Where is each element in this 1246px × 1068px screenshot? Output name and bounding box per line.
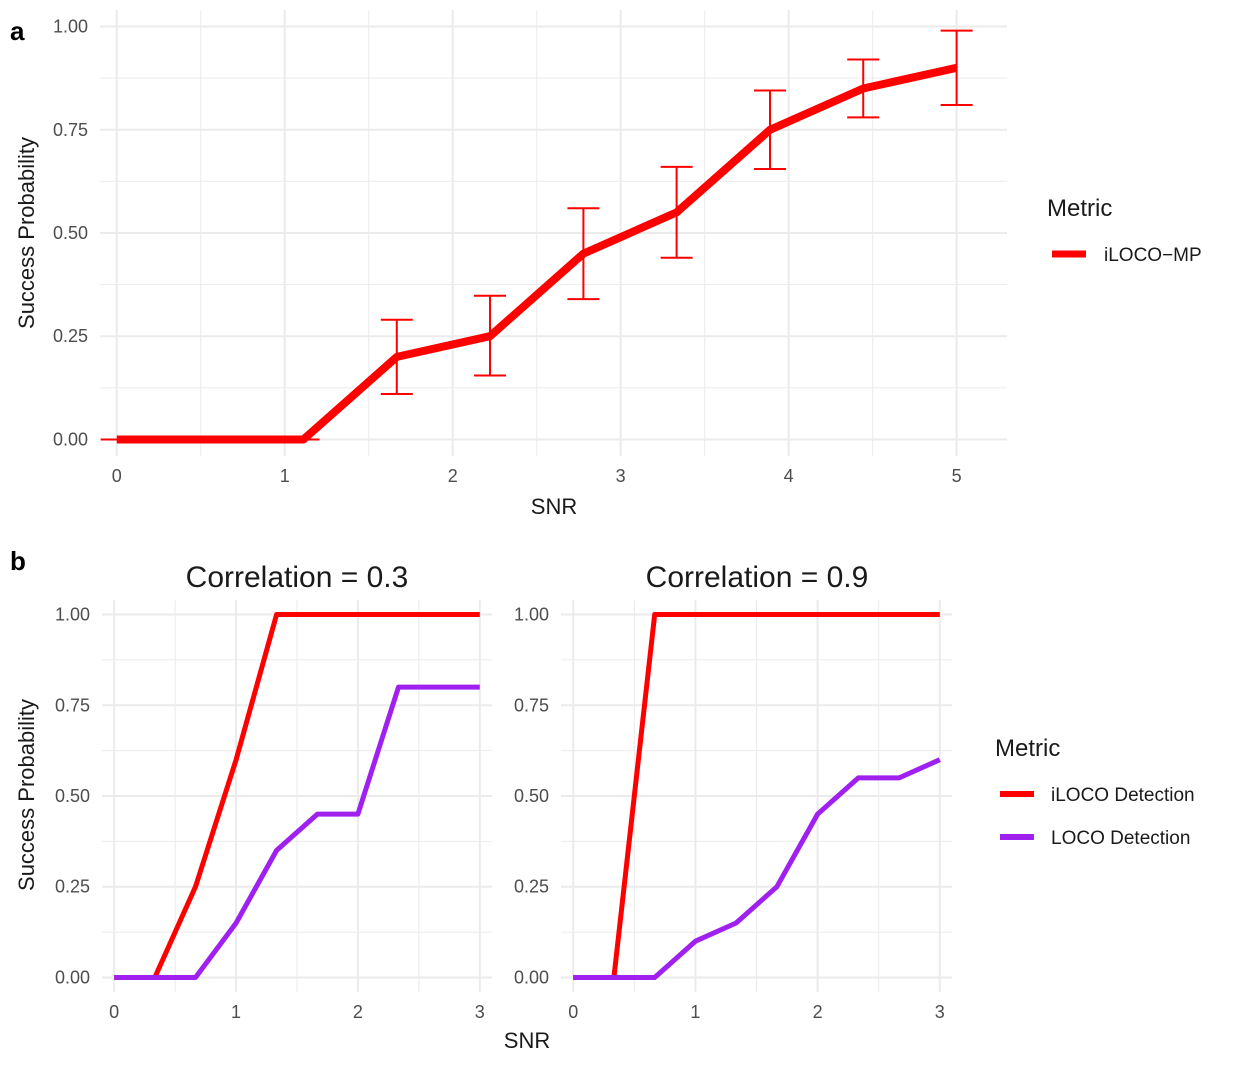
y-tick-label: 0.75	[55, 695, 90, 715]
series-line-iloco-detection	[573, 612, 940, 980]
y-tick-label: 0.75	[514, 695, 549, 715]
y-tick-label: 0.25	[514, 877, 549, 897]
legend-a: Metric iLOCO−MP	[1047, 195, 1202, 266]
series-line-loco-detection	[114, 684, 480, 980]
panel-a-tag: a	[10, 16, 25, 46]
x-tick-label: 1	[690, 1002, 700, 1022]
x-tick-label: 3	[935, 1002, 945, 1022]
y-tick-label: 0.25	[55, 877, 90, 897]
y-tick-label: 1.00	[53, 17, 88, 37]
legend-b: Metric iLOCO Detection LOCO Detection	[995, 735, 1195, 849]
x-tick-label: 2	[813, 1002, 823, 1022]
x-tick-label: 0	[568, 1002, 578, 1022]
y-tick-label: 0.75	[53, 120, 88, 140]
plot-b-left: 0 1 2 3 0.00 0.25 0.50 0.75 1.00	[55, 600, 492, 1022]
facet-title-right: Correlation = 0.9	[646, 561, 869, 594]
x-tick-label: 3	[616, 466, 626, 486]
x-tick-label: 0	[112, 466, 122, 486]
y-tick-label: 0.00	[55, 967, 90, 987]
legend-b-title: Metric	[995, 735, 1060, 762]
legend-a-title: Metric	[1047, 195, 1112, 222]
plot-a-y-axis-title: Success Probability	[14, 137, 39, 329]
x-tick-label: 3	[475, 1002, 485, 1022]
y-tick-label: 0.50	[53, 223, 88, 243]
panel-b-tag: b	[10, 546, 26, 576]
x-tick-label: 4	[784, 466, 794, 486]
facet-title-left: Correlation = 0.3	[186, 561, 409, 594]
series-line-iloco-detection	[114, 612, 480, 980]
y-tick-label: 1.00	[55, 605, 90, 625]
plot-b-x-axis-title: SNR	[504, 1028, 550, 1053]
x-tick-label: 5	[952, 466, 962, 486]
y-tick-label: 0.00	[514, 967, 549, 987]
plot-b-right: 0 1 2 3 0.00 0.25 0.50 0.75 1.00	[514, 600, 952, 1022]
y-tick-label: 0.50	[514, 786, 549, 806]
legend-b-label-iloco: iLOCO Detection	[1051, 785, 1195, 806]
x-tick-label: 0	[109, 1002, 119, 1022]
x-tick-label: 1	[231, 1002, 241, 1022]
x-tick-label: 1	[280, 466, 290, 486]
series-line-iloco-mp	[116, 63, 958, 444]
plot-a: 0 1 2 3 4 5 0.00 0.25 0.50 0.75 1.00	[53, 10, 1007, 486]
plot-b-y-axis-title: Success Probability	[14, 699, 39, 891]
y-tick-label: 0.25	[53, 326, 88, 346]
plot-a-x-axis-title: SNR	[531, 494, 577, 519]
series-line-loco-detection	[573, 757, 941, 980]
y-tick-label: 0.50	[55, 786, 90, 806]
y-tick-label: 0.00	[53, 429, 88, 449]
legend-b-label-loco: LOCO Detection	[1051, 828, 1190, 849]
y-tick-label: 1.00	[514, 605, 549, 625]
x-tick-label: 2	[353, 1002, 363, 1022]
x-tick-label: 2	[448, 466, 458, 486]
legend-a-label-iloco-mp: iLOCO−MP	[1104, 245, 1202, 266]
